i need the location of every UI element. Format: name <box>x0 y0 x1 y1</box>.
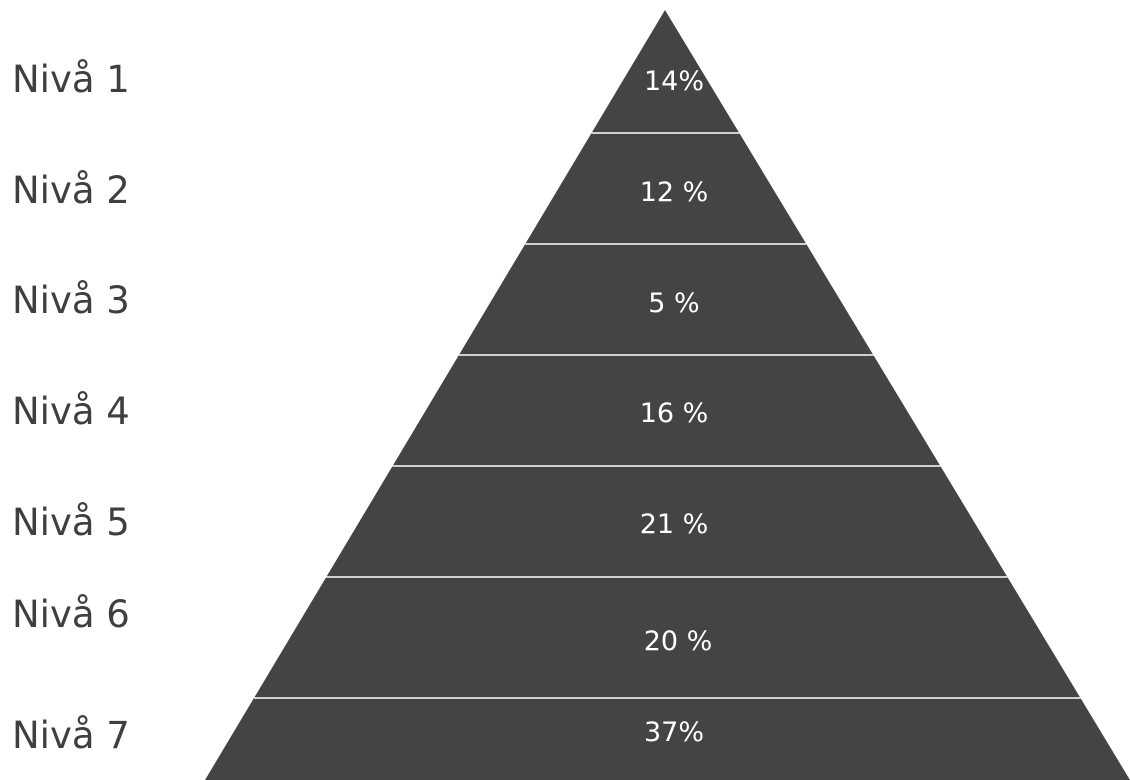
band-value-6: 20 % <box>644 626 713 657</box>
band-value-2: 12 % <box>640 177 709 208</box>
band-values: 14% 12 % 5 % 16 % 21 % 20 % 37% <box>640 66 713 748</box>
level-labels: Nivå 1 Nivå 2 Nivå 3 Nivå 4 Nivå 5 Nivå … <box>12 58 130 757</box>
band-value-7: 37% <box>644 717 704 748</box>
band-value-3: 5 % <box>648 288 699 319</box>
level-label-7: Nivå 7 <box>12 714 130 757</box>
band-value-1: 14% <box>644 66 704 97</box>
level-label-4: Nivå 4 <box>12 390 130 433</box>
level-label-6: Nivå 6 <box>12 593 130 636</box>
level-label-2: Nivå 2 <box>12 169 130 212</box>
band-value-4: 16 % <box>640 398 709 429</box>
level-label-3: Nivå 3 <box>12 279 130 322</box>
band-value-5: 21 % <box>640 509 709 540</box>
divider-lines <box>253 132 1081 699</box>
level-label-1: Nivå 1 <box>12 58 130 101</box>
pyramid-shape <box>205 10 1130 780</box>
level-label-5: Nivå 5 <box>12 501 130 544</box>
